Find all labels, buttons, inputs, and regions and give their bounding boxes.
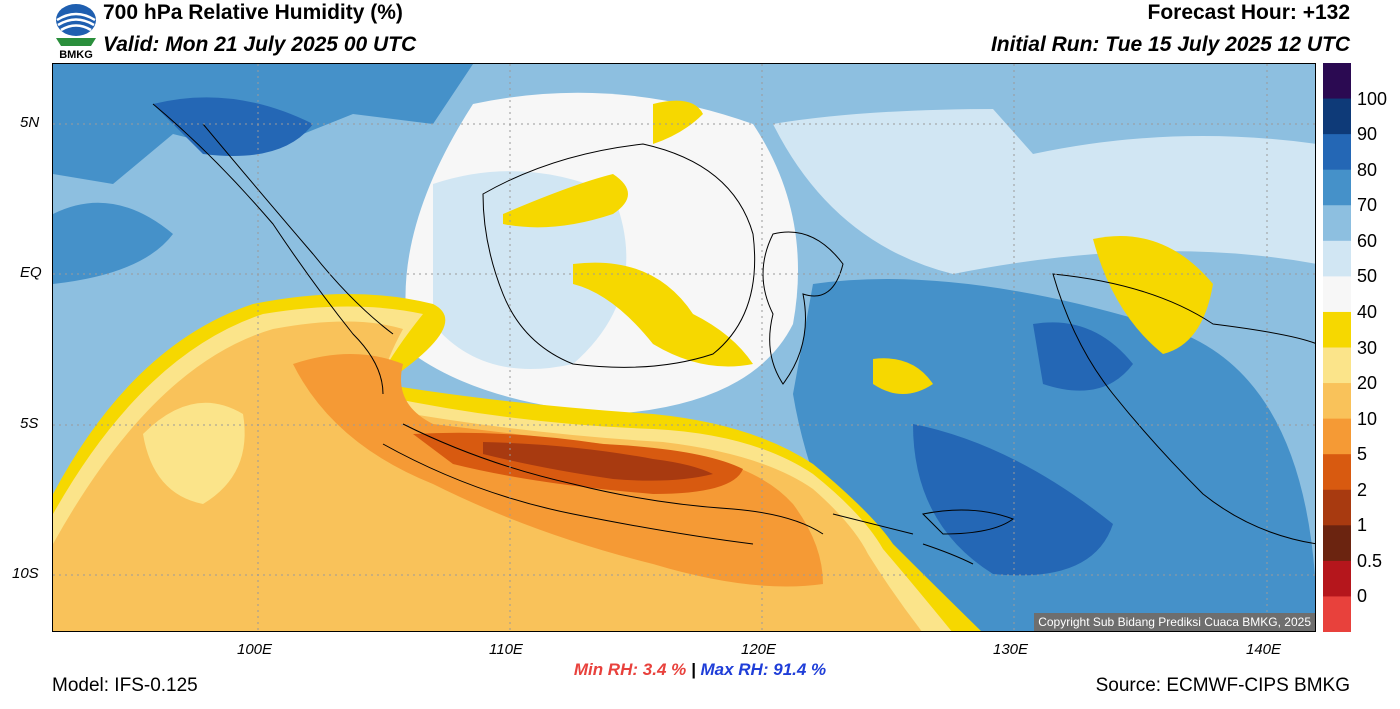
colorbar-label: 40	[1357, 301, 1378, 322]
dry-region-1-2	[483, 442, 713, 481]
max-rh-label: Max RH:	[700, 660, 769, 679]
colorbar	[1323, 63, 1351, 633]
sulawesi-coast	[762, 231, 844, 385]
moist-region-ne	[953, 64, 1315, 154]
lon-tick-120e: 120E	[741, 641, 777, 658]
colorbar-label: 2	[1357, 479, 1368, 500]
dry-patch-interior	[143, 402, 245, 504]
sumatra-coast-east	[202, 123, 394, 335]
lat-tick-10s: 10S	[12, 565, 39, 582]
lon-tick-100e: 100E	[237, 641, 273, 658]
very-moist-patch-ne	[1033, 322, 1133, 391]
copyright-notice: Copyright Sub Bidang Prediksi Cuaca BMKG…	[1034, 613, 1315, 631]
lat-tick-5n: 5N	[20, 114, 40, 131]
forecast-hour: Forecast Hour: +132	[1147, 1, 1351, 24]
colorbar-swatch	[1323, 418, 1351, 455]
humidity-map	[52, 63, 1316, 632]
colorbar-label: 1	[1357, 515, 1368, 536]
lon-tick-140e: 140E	[1246, 641, 1282, 658]
max-rh-value: 91.4 %	[773, 660, 827, 679]
colorbar-swatch	[1323, 276, 1351, 313]
dry-patch-borneo-s	[573, 262, 753, 367]
very-moist-patch-nw	[153, 97, 313, 156]
colorbar-label: 70	[1357, 195, 1378, 216]
moist-region-east	[793, 279, 1315, 631]
stats-separator: |	[690, 660, 696, 679]
min-rh-label: Min RH:	[573, 660, 639, 679]
timor-coast	[921, 509, 1015, 535]
logo-text: BMKG	[59, 49, 93, 60]
colorbar-swatch	[1323, 240, 1351, 277]
colorbar-label: 20	[1357, 373, 1378, 394]
dry-patch-north	[653, 100, 703, 144]
gridlines	[53, 64, 1315, 631]
colorbar-swatch	[1323, 560, 1351, 597]
very-moist-region-east	[913, 424, 1113, 576]
dry-patch-timor-sea	[873, 358, 933, 394]
colorbar-swatch	[1323, 134, 1351, 171]
colorbar-swatch	[1323, 596, 1351, 633]
java-coast-north	[402, 423, 824, 535]
source-label: Source: ECMWF-CIPS BMKG	[1095, 675, 1350, 696]
colorbar-swatch	[1323, 525, 1351, 562]
papua-coast	[1052, 273, 1315, 545]
colorbar-label: 100	[1357, 88, 1388, 109]
colorbar-label: 5	[1357, 444, 1368, 465]
rh-stats: Min RH: 3.4 % | Max RH: 91.4 %	[0, 660, 1400, 680]
colorbar-swatch	[1323, 205, 1351, 242]
colorbar-label: 0.5	[1357, 550, 1383, 571]
nusa-tenggara-coast	[832, 513, 974, 565]
java-coast-south	[382, 443, 754, 545]
colorbar-swatch	[1323, 63, 1351, 100]
borneo-coast	[482, 143, 756, 368]
colorbar-swatch	[1323, 383, 1351, 420]
colorbar-swatch	[1323, 98, 1351, 135]
lat-tick-5s: 5S	[20, 415, 39, 432]
colorbar-label: 0	[1357, 586, 1368, 607]
colorbar-label: 80	[1357, 159, 1378, 180]
min-rh-value: 3.4 %	[642, 660, 687, 679]
colorbar-label: 90	[1357, 124, 1378, 145]
lon-tick-110e: 110E	[489, 641, 523, 658]
colorbar-label: 50	[1357, 266, 1378, 287]
lat-tick-eq: EQ	[20, 264, 42, 281]
colorbar-label: 30	[1357, 337, 1378, 358]
initial-run: Initial Run: Tue 15 July 2025 12 UTC	[990, 33, 1350, 56]
lon-tick-130e: 130E	[993, 641, 1029, 658]
colorbar-swatch	[1323, 489, 1351, 526]
colorbar-swatch	[1323, 347, 1351, 384]
chart-title: 700 hPa Relative Humidity (%)	[103, 1, 403, 24]
bmkg-logo: BMKG	[53, 2, 99, 61]
model-label: Model: IFS-0.125	[52, 675, 198, 696]
moist-patch-w	[53, 202, 173, 284]
colorbar-swatch	[1323, 454, 1351, 491]
valid-time: Valid: Mon 21 July 2025 00 UTC	[103, 33, 417, 56]
colorbar-label: 60	[1357, 230, 1378, 251]
colorbar-label: 10	[1357, 408, 1378, 429]
coastlines	[152, 103, 1315, 565]
colorbar-swatch	[1323, 169, 1351, 206]
light-region-ne	[773, 109, 1315, 274]
colorbar-swatch	[1323, 311, 1351, 348]
sumatra-coast	[152, 103, 384, 395]
dry-patch-borneo-w	[503, 174, 628, 228]
